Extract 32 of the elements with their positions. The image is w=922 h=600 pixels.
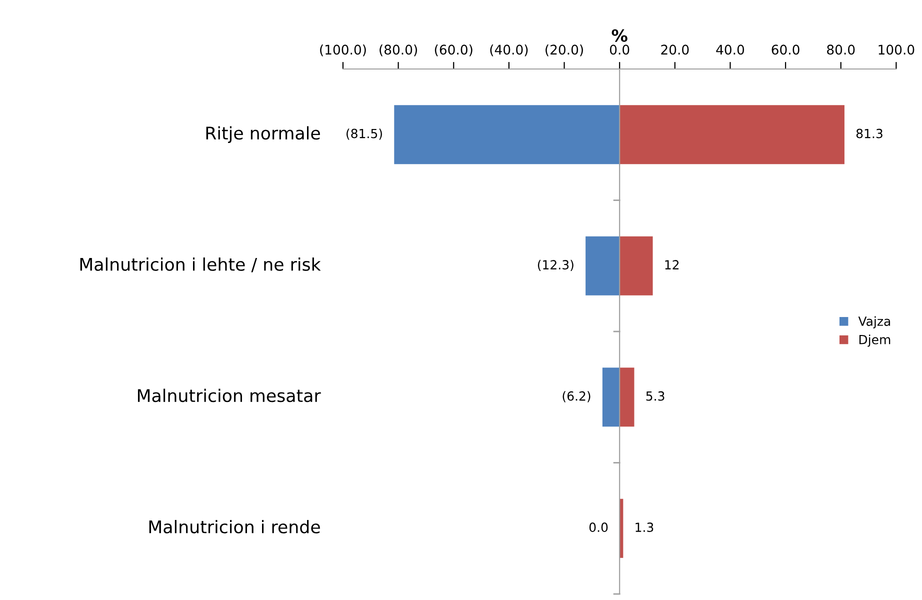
y-tick-label: Malnutricion i lehte / ne risk <box>80 257 321 272</box>
x-tick-label: (100.0) <box>320 44 366 56</box>
x-axis-title: % <box>612 29 628 42</box>
x-tick-label: (20.0) <box>546 44 583 56</box>
x-tick-label: 0.0 <box>610 44 630 55</box>
data-label: (6.2) <box>562 391 590 402</box>
y-tick-label: Malnutricion mesatar <box>138 388 321 402</box>
bar <box>620 236 653 296</box>
data-label: 81.3 <box>856 128 882 138</box>
legend-label: Djem <box>859 334 890 347</box>
bar <box>394 105 620 164</box>
x-tick-label: (60.0) <box>434 44 472 56</box>
data-label: 0.0 <box>589 522 608 532</box>
legend-label: Vajza <box>858 316 890 328</box>
data-label: 5.3 <box>646 391 664 401</box>
x-tick-label: 60.0 <box>772 44 800 55</box>
bar <box>586 236 620 296</box>
x-tick-label: 40.0 <box>716 44 744 55</box>
bar <box>602 368 620 427</box>
x-tick-label: (40.0) <box>490 44 528 56</box>
x-tick-label: 100.0 <box>878 44 914 55</box>
y-tick-label: Ritje normale <box>206 126 320 144</box>
bar <box>620 105 844 164</box>
x-tick-label: (80.0) <box>380 44 418 56</box>
data-label: (12.3) <box>538 260 574 271</box>
bar <box>620 368 634 427</box>
data-label: 12 <box>665 260 679 270</box>
data-label: (81.5) <box>346 128 382 140</box>
data-label: 1.3 <box>636 522 654 532</box>
x-tick-label: 80.0 <box>827 44 855 55</box>
y-tick-label: Malnutricion i rende <box>149 520 320 534</box>
x-tick-label: 20.0 <box>661 44 689 55</box>
